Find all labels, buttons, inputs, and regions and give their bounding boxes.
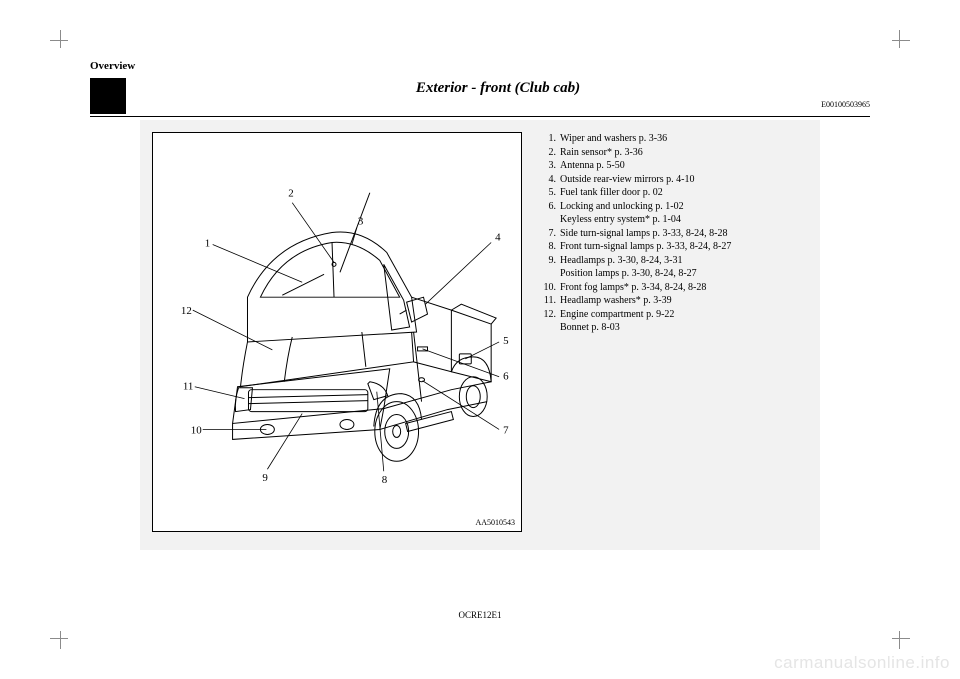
legend-item: 6.Locking and unlocking p. 1-02 Keyless …: [540, 200, 815, 227]
content-box: 1 2 3 4 5 6 7 8 9 10 11 12 AA5010543 1. W…: [140, 120, 820, 550]
legend-text: Headlamps p. 3-30, 8-24, 3-31 Position l…: [560, 254, 815, 281]
legend-number: 12.: [540, 308, 556, 335]
legend-number: 1.: [540, 132, 556, 146]
legend-item: 8. Front turn-signal lamps p. 3-33, 8-24,…: [540, 240, 815, 254]
doc-code: E00100503965: [821, 100, 870, 109]
legend-item: 7. Side turn-signal lamps p. 3-33, 8-24, …: [540, 227, 815, 241]
crop-mark: [50, 638, 68, 639]
footer-code: OCRE12E1: [90, 610, 870, 620]
legend-item: 3. Antenna p. 5-50: [540, 159, 815, 173]
callout-1: 1: [205, 237, 210, 249]
legend-item: 5. Fuel tank filler door p. 02: [540, 186, 815, 200]
header: Exterior - front (Club cab): [90, 76, 870, 117]
legend-number: 3.: [540, 159, 556, 173]
watermark: carmanualsonline.info: [774, 653, 950, 673]
legend-text: Locking and unlocking p. 1-02 Keyless en…: [560, 200, 815, 227]
legend-number: 9.: [540, 254, 556, 281]
callout-8: 8: [382, 474, 388, 486]
legend-number: 8.: [540, 240, 556, 254]
callout-6: 6: [503, 371, 509, 383]
callout-11: 11: [183, 381, 194, 393]
page: Overview Exterior - front (Club cab) E00…: [90, 60, 870, 620]
legend-item: 1. Wiper and washers p. 3-36: [540, 132, 815, 146]
crop-mark: [892, 638, 910, 639]
section-label: Overview: [90, 60, 870, 72]
legend-item: 4. Outside rear-view mirrors p. 4-10: [540, 173, 815, 187]
callout-12: 12: [181, 305, 192, 317]
legend-number: 5.: [540, 186, 556, 200]
legend-number: 6.: [540, 200, 556, 227]
legend-number: 11.: [540, 294, 556, 308]
legend-text: Wiper and washers p. 3-36: [560, 132, 815, 146]
vehicle-diagram: 1 2 3 4 5 6 7 8 9 10 11 12: [153, 133, 521, 531]
section-marker: [90, 78, 126, 114]
legend-text: Front fog lamps* p. 3-34, 8-24, 8-28: [560, 281, 815, 295]
callout-5: 5: [503, 335, 509, 347]
diagram-frame: 1 2 3 4 5 6 7 8 9 10 11 12 AA5010543: [152, 132, 522, 532]
callout-4: 4: [495, 231, 501, 243]
legend-text: Rain sensor* p. 3-36: [560, 146, 815, 160]
legend-item: 11. Headlamp washers* p. 3-39: [540, 294, 815, 308]
legend-number: 7.: [540, 227, 556, 241]
legend-text: Fuel tank filler door p. 02: [560, 186, 815, 200]
crop-mark: [892, 40, 910, 41]
legend-item: 10. Front fog lamps* p. 3-34, 8-24, 8-28: [540, 281, 815, 295]
crop-mark: [899, 30, 900, 48]
crop-mark: [60, 631, 61, 649]
crop-mark: [50, 40, 68, 41]
figure-code: AA5010543: [475, 518, 515, 527]
legend-item: 2. Rain sensor* p. 3-36: [540, 146, 815, 160]
callout-3: 3: [358, 216, 364, 228]
callout-2: 2: [288, 188, 293, 200]
callout-10: 10: [191, 424, 202, 436]
legend-text: Side turn-signal lamps p. 3-33, 8-24, 8-…: [560, 227, 815, 241]
legend-number: 10.: [540, 281, 556, 295]
legend-number: 2.: [540, 146, 556, 160]
legend-item: 12.Engine compartment p. 9-22 Bonnet p. …: [540, 308, 815, 335]
crop-mark: [60, 30, 61, 48]
legend-number: 4.: [540, 173, 556, 187]
crop-mark: [899, 631, 900, 649]
legend: 1. Wiper and washers p. 3-36 2. Rain sensor…: [540, 132, 815, 335]
callout-7: 7: [503, 424, 509, 436]
legend-text: Outside rear-view mirrors p. 4-10: [560, 173, 815, 187]
callout-9: 9: [262, 472, 268, 484]
legend-text: Front turn-signal lamps p. 3-33, 8-24, 8…: [560, 240, 815, 254]
page-title: Exterior - front (Club cab): [126, 76, 870, 97]
legend-item: 9.Headlamps p. 3-30, 8-24, 3-31 Position…: [540, 254, 815, 281]
legend-text: Antenna p. 5-50: [560, 159, 815, 173]
legend-text: Engine compartment p. 9-22 Bonnet p. 8-0…: [560, 308, 815, 335]
legend-text: Headlamp washers* p. 3-39: [560, 294, 815, 308]
